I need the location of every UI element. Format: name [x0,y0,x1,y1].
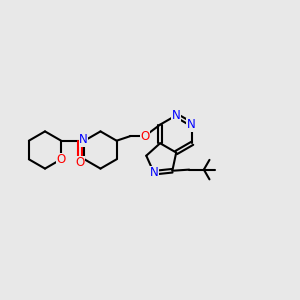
Text: O: O [76,156,85,169]
Text: O: O [56,153,66,167]
Text: N: N [172,109,181,122]
Text: N: N [186,118,195,131]
Text: N: N [149,166,158,179]
Text: O: O [140,130,149,143]
Text: N: N [79,133,88,146]
